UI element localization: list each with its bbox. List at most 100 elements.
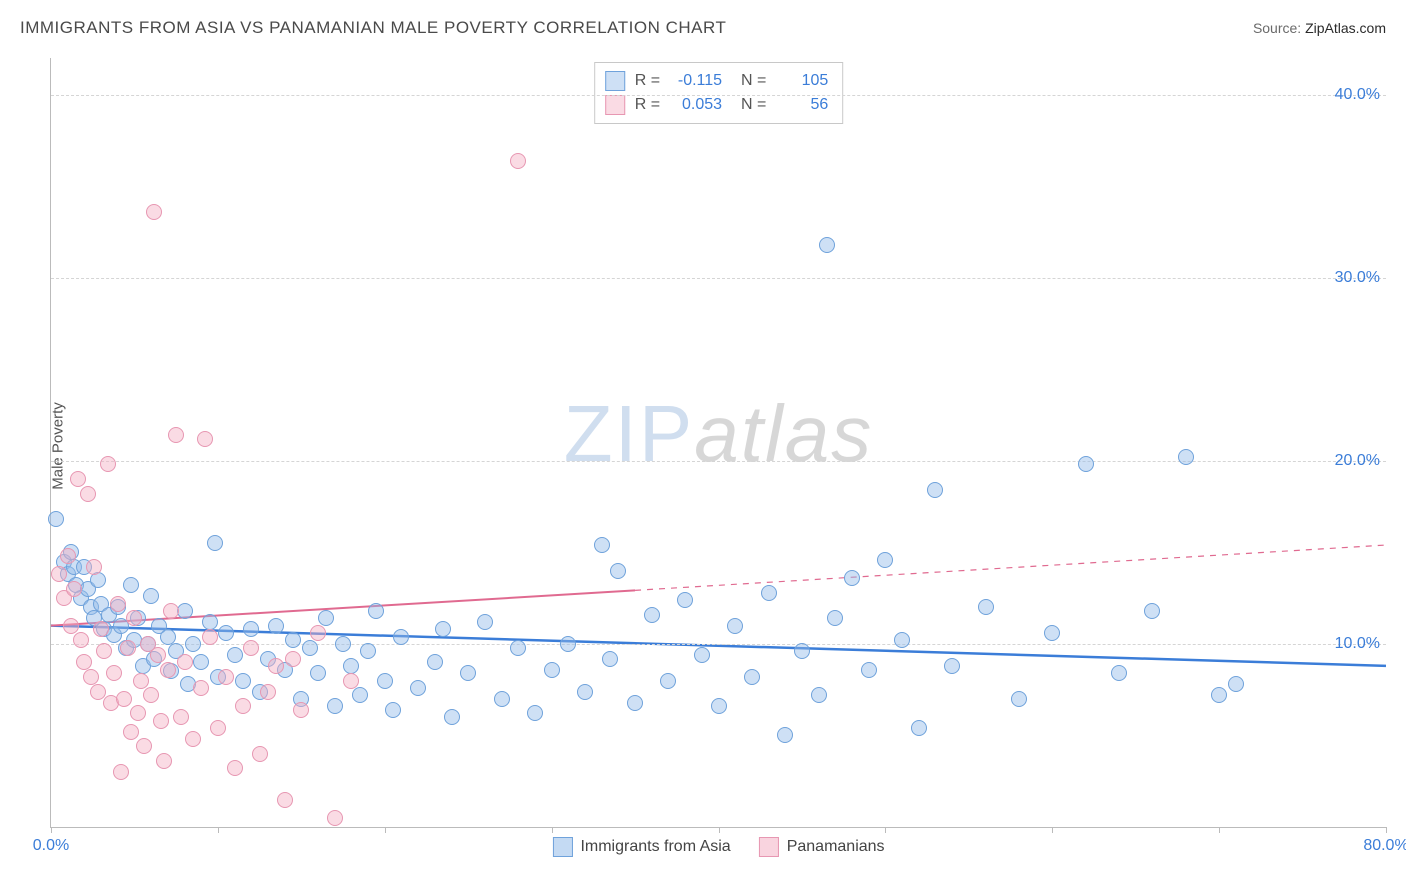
data-point (63, 618, 79, 634)
data-point (285, 651, 301, 667)
n-label: N = (732, 96, 766, 114)
data-point (544, 662, 560, 678)
data-point (76, 654, 92, 670)
data-point (173, 709, 189, 725)
legend-item-asia: Immigrants from Asia (552, 837, 730, 857)
x-tick (1052, 827, 1053, 833)
data-point (1111, 665, 1127, 681)
data-point (123, 577, 139, 593)
data-point (66, 581, 82, 597)
data-point (235, 673, 251, 689)
data-point (944, 658, 960, 674)
data-point (1178, 449, 1194, 465)
correlation-legend: R = -0.115 N = 105 R = 0.053 N = 56 (594, 62, 844, 124)
data-point (610, 563, 626, 579)
y-tick-label: 10.0% (1335, 635, 1380, 653)
data-point (794, 643, 810, 659)
data-point (268, 618, 284, 634)
data-point (185, 731, 201, 747)
data-point (602, 651, 618, 667)
data-point (368, 603, 384, 619)
x-tick (1219, 827, 1220, 833)
data-point (160, 662, 176, 678)
data-point (811, 687, 827, 703)
data-point (911, 720, 927, 736)
data-point (130, 705, 146, 721)
data-point (150, 647, 166, 663)
data-point (268, 658, 284, 674)
data-point (80, 486, 96, 502)
data-point (136, 738, 152, 754)
data-point (156, 753, 172, 769)
data-point (577, 684, 593, 700)
data-point (243, 640, 259, 656)
data-point (163, 603, 179, 619)
legend-swatch-panamanian (759, 837, 779, 857)
data-point (60, 548, 76, 564)
data-point (527, 705, 543, 721)
data-point (435, 621, 451, 637)
data-point (202, 614, 218, 630)
data-point (51, 566, 67, 582)
legend-swatch-asia (552, 837, 572, 857)
data-point (227, 647, 243, 663)
data-point (744, 669, 760, 685)
data-point (83, 669, 99, 685)
data-point (120, 640, 136, 656)
r-value-asia: -0.115 (670, 72, 722, 90)
data-point (302, 640, 318, 656)
n-label: N = (732, 72, 766, 90)
x-tick (1386, 827, 1387, 833)
x-tick (552, 827, 553, 833)
watermark-atlas: atlas (694, 388, 873, 477)
source-value: ZipAtlas.com (1305, 20, 1386, 36)
data-point (185, 636, 201, 652)
data-point (243, 621, 259, 637)
swatch-panamanian (605, 95, 625, 115)
data-point (494, 691, 510, 707)
data-point (310, 625, 326, 641)
source-attribution: Source: ZipAtlas.com (1253, 20, 1386, 36)
data-point (560, 636, 576, 652)
data-point (153, 713, 169, 729)
data-point (444, 709, 460, 725)
data-point (1044, 625, 1060, 641)
data-point (327, 810, 343, 826)
data-point (193, 680, 209, 696)
data-point (894, 632, 910, 648)
data-point (293, 702, 309, 718)
data-point (377, 673, 393, 689)
data-point (594, 537, 610, 553)
data-point (694, 647, 710, 663)
data-point (385, 702, 401, 718)
data-point (48, 511, 64, 527)
y-tick-label: 20.0% (1335, 452, 1380, 470)
data-point (677, 592, 693, 608)
data-point (252, 746, 268, 762)
y-tick-label: 40.0% (1335, 86, 1380, 104)
x-tick (885, 827, 886, 833)
data-point (352, 687, 368, 703)
data-point (477, 614, 493, 630)
x-tick (385, 827, 386, 833)
data-point (1011, 691, 1027, 707)
data-point (1228, 676, 1244, 692)
data-point (70, 471, 86, 487)
data-point (327, 698, 343, 714)
data-point (711, 698, 727, 714)
data-point (727, 618, 743, 634)
data-point (218, 669, 234, 685)
correlation-row-asia: R = -0.115 N = 105 (605, 69, 829, 93)
legend-item-panamanian: Panamanians (759, 837, 885, 857)
legend-label-panamanian: Panamanians (787, 838, 885, 856)
data-point (310, 665, 326, 681)
data-point (168, 427, 184, 443)
data-point (207, 535, 223, 551)
data-point (113, 764, 129, 780)
data-point (235, 698, 251, 714)
x-tick (51, 827, 52, 833)
watermark: ZIPatlas (564, 387, 873, 479)
source-label: Source: (1253, 20, 1301, 36)
data-point (861, 662, 877, 678)
data-point (393, 629, 409, 645)
